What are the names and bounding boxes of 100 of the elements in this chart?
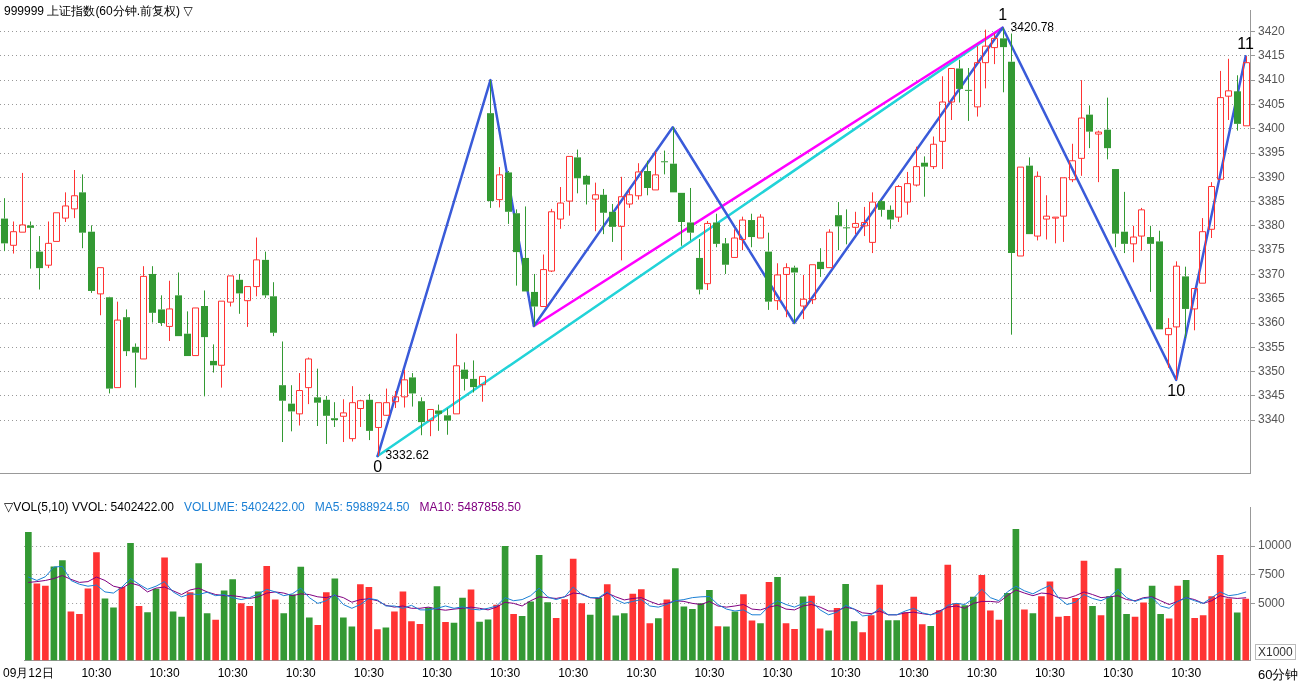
candlestick [114,301,121,389]
bar [740,594,747,661]
candlestick [1000,27,1007,93]
x-tick-label: 10:30 [217,666,249,681]
candlestick [661,150,668,175]
x-tick-label: 10:30 [626,666,657,681]
candlestick [522,205,529,292]
bar [237,603,245,661]
candlestick [331,401,338,428]
x-tick-label: 10:30 [830,666,861,681]
bar [169,611,177,661]
candlestick [835,201,842,251]
bar [195,563,202,661]
candlestick [652,151,659,191]
candlestick [1086,104,1093,149]
candlestick [401,369,408,409]
candlestick [965,67,972,122]
y-tick-label: 3385 [1258,193,1286,208]
bar [1004,593,1011,661]
candlestick [722,237,729,275]
candlestick [791,265,798,324]
bar [757,623,764,661]
candlestick [323,395,330,445]
bar [1038,596,1045,661]
candlestick [123,308,130,357]
candlestick [1095,131,1102,183]
candlestick [27,221,34,270]
bar [263,565,271,661]
bar [1106,596,1113,661]
bar [842,583,849,661]
candlestick [878,201,885,218]
candlestick [635,162,642,201]
bar [689,609,696,661]
y-tick-label: 5000 [1258,595,1286,610]
candlestick [1112,169,1119,248]
candlestick [19,172,26,233]
candlestick [774,262,781,311]
bar [774,577,781,661]
candlestick [574,149,581,194]
bar [340,617,347,661]
candlestick [1156,230,1163,330]
bar [859,632,866,661]
candlestick [175,272,182,337]
bar [961,605,969,661]
y-tick-label: 3420 [1258,23,1286,38]
candlestick [1,197,8,252]
bar [425,607,432,661]
annotation: 1 [998,6,1008,24]
candlestick [513,208,520,287]
bar [391,611,398,661]
candlestick [687,187,694,241]
bar [1029,613,1037,661]
candlestick [1225,58,1232,121]
bar [408,621,415,661]
bar [825,630,832,661]
candlestick [453,333,460,415]
bar [808,595,815,661]
y-tick-label: 3380 [1258,218,1286,233]
x-tick-label: 10:30 [149,666,180,681]
bar [603,584,611,661]
candlestick [149,265,156,324]
candlestick [227,275,234,307]
bar [612,615,620,661]
y-tick-label: 3355 [1258,339,1286,354]
candlestick [244,286,251,328]
bar [305,617,313,661]
candlestick [210,343,217,374]
y-tick-label: 3365 [1258,291,1286,306]
annotation: 3332.62 [385,448,430,463]
bar [84,588,92,661]
bar [723,626,730,661]
candlestick [288,384,295,432]
candlestick [1104,97,1111,160]
candlestick [1026,156,1033,235]
candlestick [366,393,373,441]
bar [1089,605,1096,661]
candlestick [1165,317,1172,369]
candlestick [158,294,165,327]
candlestick [852,211,859,235]
bar [629,593,637,661]
text: MA5: 5988924.50 [314,500,410,514]
bar [620,613,628,661]
candlestick [479,375,486,403]
candlestick [1043,194,1050,240]
y-tick-label: 3410 [1258,72,1286,87]
y-tick-label: 3345 [1258,388,1286,403]
y-tick-label: 10000 [1258,538,1292,553]
bar [970,596,977,661]
candlestick [887,204,894,230]
candlestick [201,289,208,397]
annotation: 3420.78 [1010,20,1055,35]
candlestick [1182,266,1189,339]
bar [1157,614,1164,661]
candlestick [184,310,191,357]
candlestick [1191,288,1198,331]
bar [280,613,288,661]
chart-title: ▽VOL(5,10) VVOL: 5402422.00 [4,500,175,514]
candlestick [800,274,807,320]
x-tick-label: 10:30 [81,666,112,681]
bar [484,619,492,661]
